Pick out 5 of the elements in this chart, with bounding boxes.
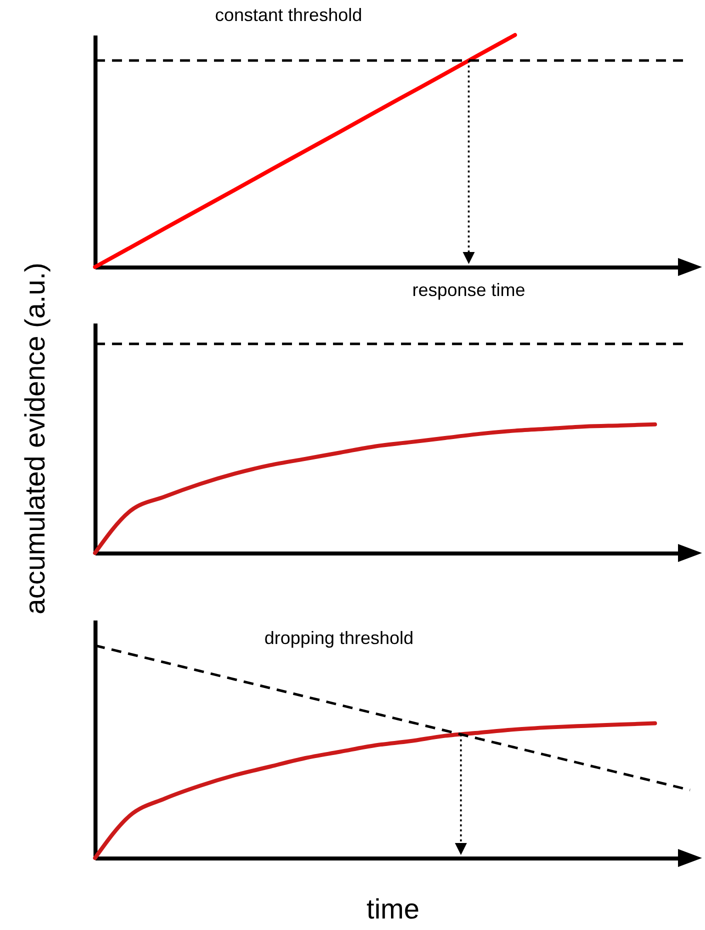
chart-title: constant threshold	[215, 5, 362, 25]
annotation: dropping threshold	[264, 628, 414, 648]
x-axis-title: time	[366, 894, 420, 924]
text: response time	[412, 280, 526, 300]
y-axis-title: accumulated evidence (a.u.)	[20, 262, 50, 614]
